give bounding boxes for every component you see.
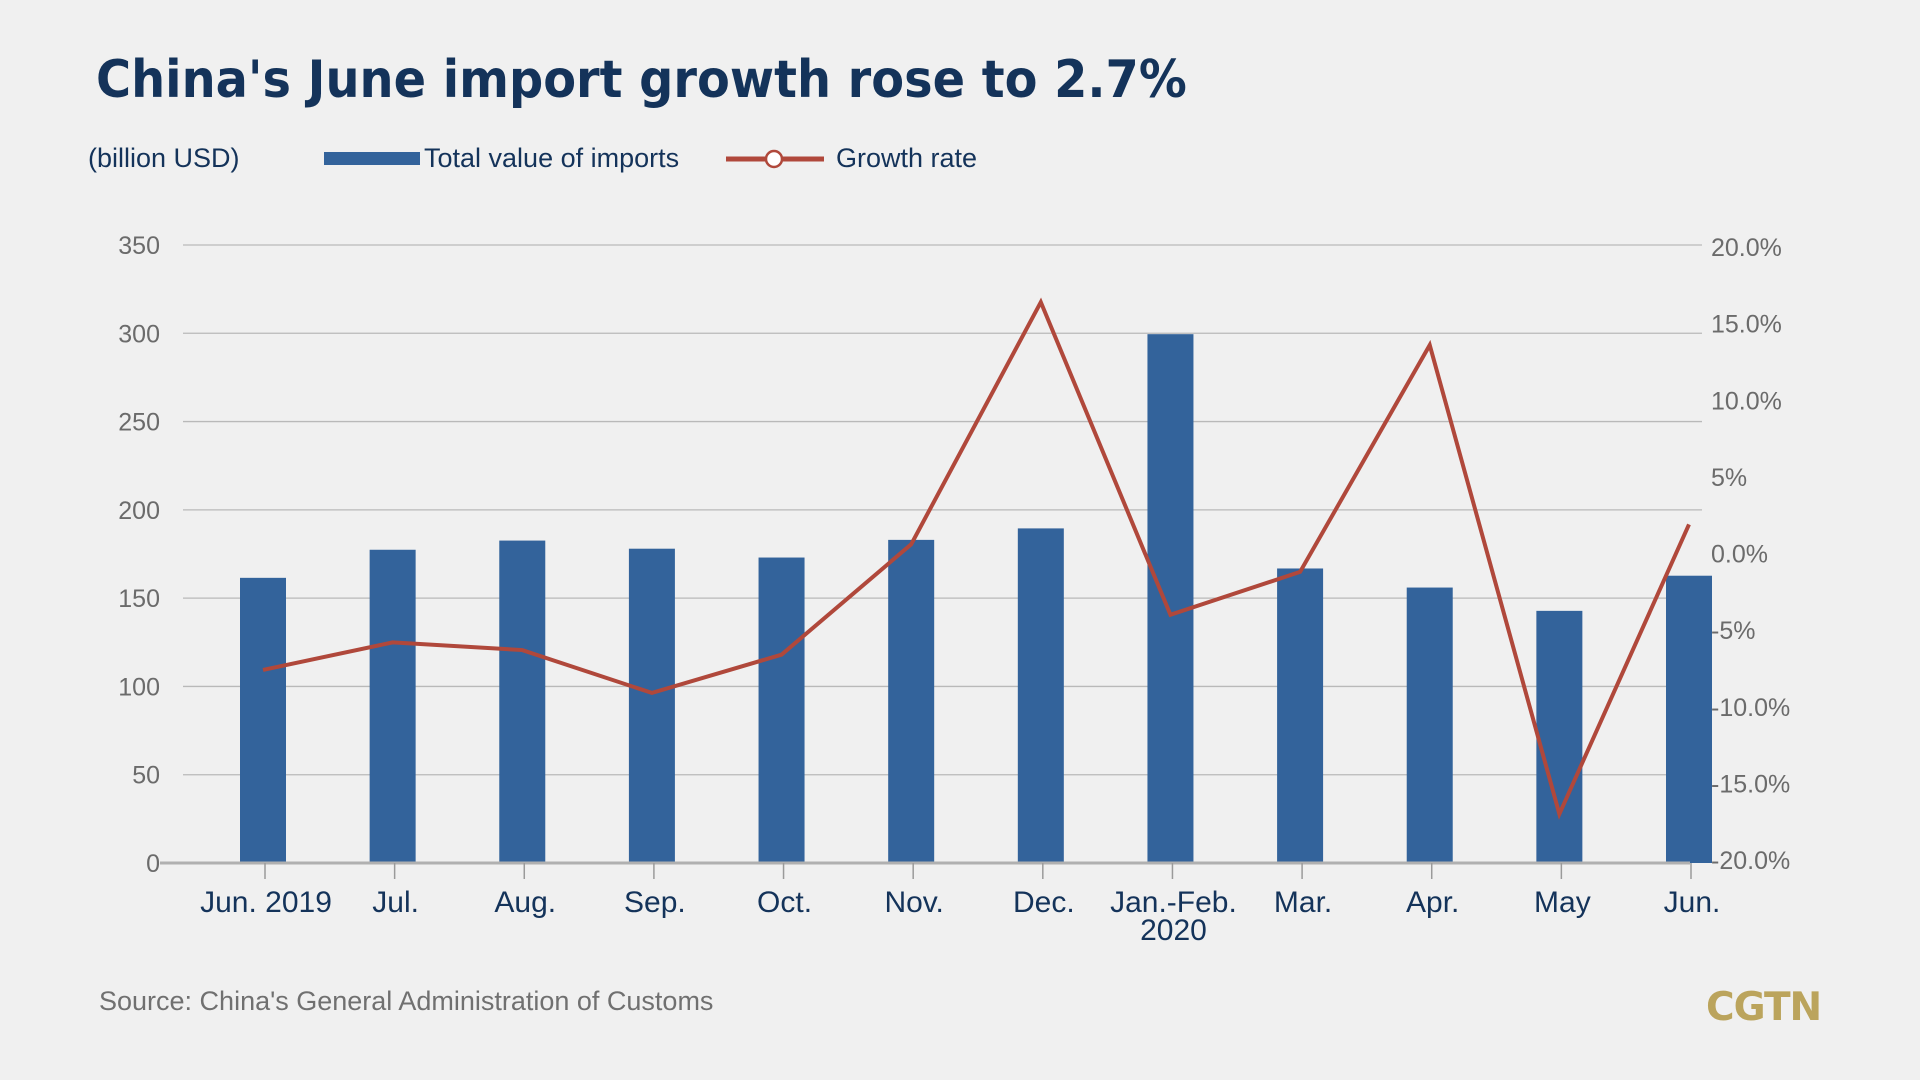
chart-title: China's June import growth rose to 2.7% [96, 50, 1187, 110]
bar [240, 577, 286, 863]
bar [1277, 568, 1324, 863]
left-tick-label: 50 [132, 762, 160, 790]
left-tick-label: 250 [118, 409, 160, 437]
x-tick-label: Mar. [1274, 886, 1332, 919]
bar [1147, 334, 1194, 863]
x-axis: Jun. 2019 Jul. Aug. Sep. Oct. Nov. Dec. Jan.-Fe… [160, 861, 1721, 947]
right-axis-ticks: 20.0% 15.0% 10.0% 5% 0.0% -5% -10.0% -15.0% -20.… [1711, 234, 1790, 875]
bar [499, 540, 546, 863]
x-tick-label: Oct. [757, 886, 812, 919]
gridlines [183, 244, 1702, 776]
left-tick-label: 350 [118, 232, 160, 260]
source-note: Source: China's General Administration o… [99, 986, 714, 1016]
right-tick-label: 15.0% [1711, 311, 1782, 339]
left-axis-ticks: 0 50 100 150 200 250 300 350 [118, 232, 160, 878]
left-tick-label: 100 [118, 673, 160, 701]
legend-item-growth: Growth rate [726, 143, 977, 174]
bar [888, 539, 935, 863]
right-tick-label: 20.0% [1711, 234, 1782, 262]
right-tick-label: 10.0% [1711, 387, 1782, 415]
bar [1017, 528, 1064, 863]
right-tick-label: 0.0% [1711, 541, 1768, 569]
unit-label: (billion USD) [88, 143, 240, 173]
right-tick-label: -20.0% [1711, 847, 1790, 875]
legend-item-imports: Total value of imports [324, 143, 679, 174]
x-tick-label: Jun. 2019 [200, 886, 332, 919]
x-tick-label: Jan.-Feb. [1110, 886, 1237, 919]
left-tick-label: 0 [146, 850, 160, 878]
growth-line [262, 297, 1691, 820]
x-tick-label: Jul. [372, 886, 419, 919]
right-tick-label: -15.0% [1711, 770, 1790, 798]
legend-bars-label: Total value of imports [424, 143, 680, 173]
right-tick-label: 5% [1711, 464, 1747, 492]
x-tick-label: Jun. [1664, 886, 1721, 919]
left-tick-label: 300 [118, 320, 160, 348]
bar [1666, 575, 1712, 863]
x-tick-label: 2020 [1140, 914, 1207, 947]
left-tick-label: 200 [118, 497, 160, 525]
x-tick-label: Sep. [624, 886, 686, 919]
x-tick-label: Apr. [1406, 886, 1459, 919]
left-tick-label: 150 [118, 585, 160, 613]
legend-bar-swatch [324, 152, 420, 165]
bar [369, 549, 416, 863]
right-tick-label: -10.0% [1711, 694, 1790, 722]
right-tick-label: -5% [1711, 617, 1755, 645]
legend-line-label: Growth rate [836, 143, 978, 173]
x-tick-label: May [1534, 886, 1591, 919]
x-tick-label: Aug. [494, 886, 556, 919]
legend-line-swatch [726, 149, 824, 168]
cgtn-logo: CGTN [1706, 985, 1822, 1030]
bar [628, 548, 675, 863]
x-tick-label: Nov. [884, 886, 943, 919]
bar [758, 557, 805, 863]
bar [1406, 587, 1453, 863]
bar [1536, 610, 1583, 863]
growth-rate-line [262, 297, 1691, 820]
x-tick-label: Dec. [1013, 886, 1075, 919]
bars [240, 334, 1712, 863]
